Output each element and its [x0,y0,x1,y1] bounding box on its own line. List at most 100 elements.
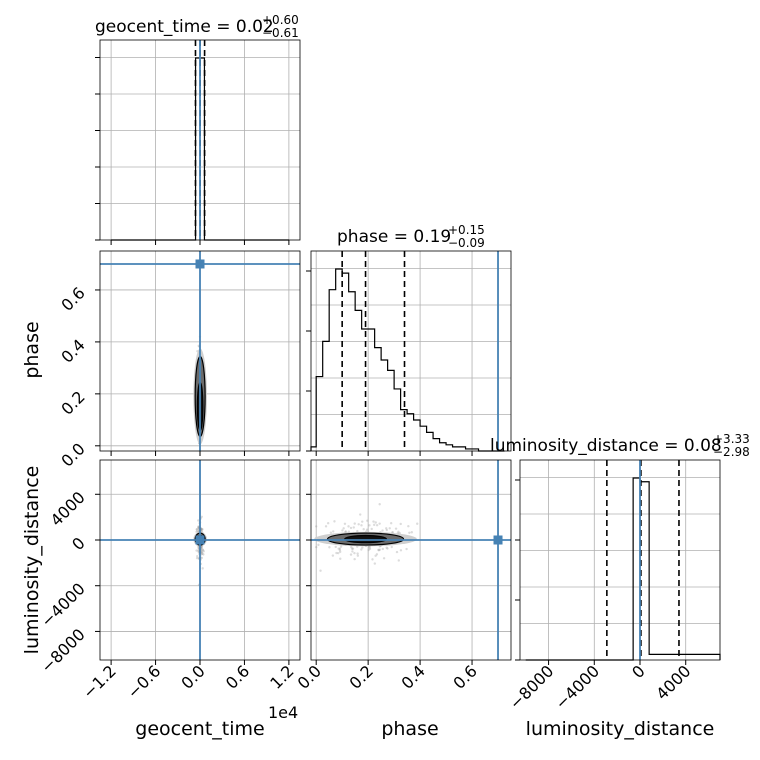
sample-point [381,547,385,551]
sample-point [200,527,203,531]
truth-marker-scatter-panel-geocent_time-vs-phase [195,259,205,269]
sample-point [386,547,389,550]
sample-point [365,528,369,531]
histogram-phase [310,268,505,452]
title-geocent-time-minus: −0.61 [262,26,299,40]
sample-point [374,521,377,524]
sample-point [378,522,381,525]
sample-point [408,531,411,534]
sample-point [200,546,203,550]
xtick-label-luminosity_distance-1: −4000 [551,661,603,713]
sample-point [356,529,359,533]
sample-point [200,552,204,555]
xtick-label-phase-2: 0.4 [397,661,428,692]
xtick-label-phase-1: 0.2 [346,661,377,692]
sample-point [328,546,331,549]
hist-panel-luminosity_distance-background [520,460,720,660]
xtick-label-luminosity_distance-3: 4000 [652,661,694,703]
sample-point [353,522,356,525]
sample-point [202,553,205,556]
sample-point [351,550,354,553]
title-geocent-time-plus: +0.60 [262,13,299,27]
sample-point [197,519,200,522]
hist-panel-phase-background [311,251,511,451]
sample-point [200,515,203,518]
sample-point [337,547,340,550]
sample-point [353,551,356,555]
density-contour-inner [344,534,388,544]
ytick-label-luminosity_distance-0: −8000 [37,625,89,677]
sample-point [351,547,355,550]
sample-point [370,527,373,531]
ytick-label-phase-0: 0.0 [57,439,88,470]
sample-point [317,543,320,547]
sample-point [399,549,403,552]
truth-marker-scatter-panel-phase-vs-luminosity_distance [493,535,503,545]
ytick-label-luminosity_distance-2: 0 [68,533,89,554]
sample-point [195,549,198,552]
hist-panel-luminosity_distance: −8000−4000 0 4000 [506,459,721,713]
sample-point [196,555,199,558]
sample-point [202,550,205,553]
sample-point [333,520,336,523]
sample-point [368,546,371,549]
xtick-label-geocent_time-2: 0.0 [177,661,208,692]
sample-point [342,527,345,530]
sample-point [405,547,408,551]
xtick-label-luminosity_distance-0: −8000 [506,661,558,713]
sample-point [416,522,419,525]
scatter-panel-geocent_time-vs-luminosity_distance: −1.2 −0.6 0.0 0.6 1.2 −8000−4000 0 4000 [37,459,301,702]
sample-point [344,530,347,533]
xtick-label-geocent_time-0: −1.2 [79,661,120,702]
sample-point [339,545,343,548]
sample-point [395,550,399,554]
sample-point [343,522,347,526]
frame-luminosity_distance [519,459,721,661]
title-luminosity-distance-plus: +3.33 [713,432,750,446]
title-phase: phase = 0.19 [337,227,451,247]
sample-point [200,545,204,549]
sample-point [201,528,204,531]
ytick-label-luminosity_distance-1: −4000 [37,579,89,631]
sample-point [319,569,322,572]
sample-point [329,531,333,534]
sample-point [349,553,353,556]
sample-point [350,545,353,549]
sample-point [377,549,381,552]
sample-point [341,529,344,532]
xtick-label-luminosity_distance-2: 0 [628,661,649,682]
xlabel-luminosity-distance: luminosity_distance [526,718,715,740]
sample-point [368,547,372,551]
sample-point [350,547,354,550]
sample-point [373,562,377,565]
sample-point [385,528,389,532]
hist-panel-geocent_time [95,39,301,245]
sample-point [372,523,376,527]
sample-point [357,523,360,526]
sample-point [196,529,199,533]
xtick-label-phase-0: 0.0 [294,661,325,692]
sample-point [391,531,394,534]
sample-point [366,519,369,522]
sample-point [368,524,371,527]
sample-point [200,556,204,560]
scatter-panel-phase-vs-luminosity_distance-background [311,460,511,660]
sample-point [361,520,364,523]
sample-point [338,550,342,554]
sample-point [399,522,402,526]
sample-point [397,530,400,534]
xtick-label-geocent_time-3: 0.6 [222,661,253,692]
sample-point [377,548,380,551]
sample-point [361,546,364,549]
sample-point [197,525,200,528]
truth-marker-scatter-panel-geocent_time-vs-luminosity_distance [195,535,205,545]
sample-point [201,548,205,552]
xlabel-phase: phase [381,718,438,740]
title-luminosity-distance: luminosity_distance = 0.08 [490,436,722,456]
sample-point [197,526,200,530]
sample-point [394,527,398,530]
sample-point [337,551,340,555]
sample-point [390,545,393,549]
sample-point [367,548,370,552]
